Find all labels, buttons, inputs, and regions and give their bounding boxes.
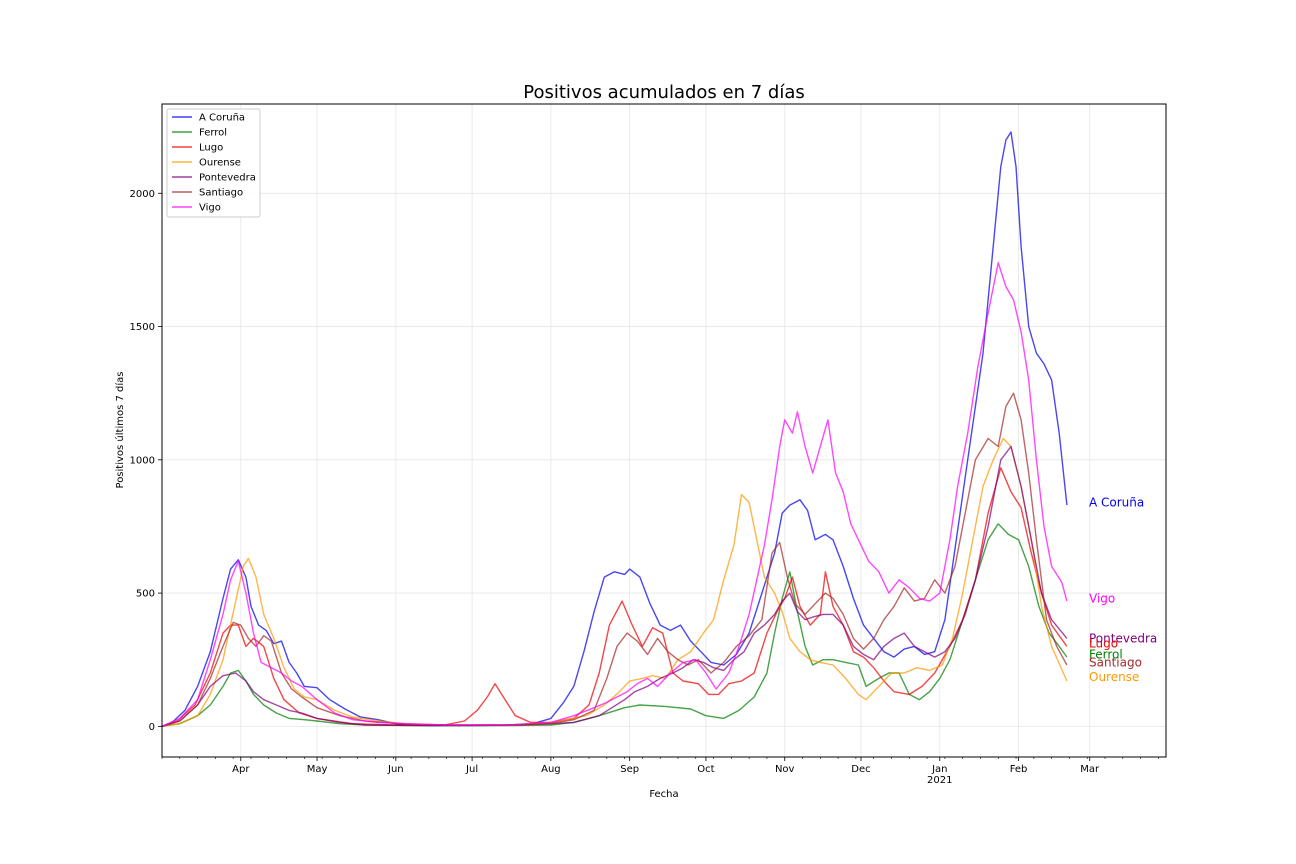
x-tick-label: Jan [931, 764, 947, 775]
legend-entry: Vigo [199, 203, 221, 214]
series-line-a-coru-a [161, 131, 1068, 727]
legend-entry: A Coruña [199, 113, 245, 124]
x-tick-label: Feb [1010, 764, 1028, 775]
x-tick-label: Oct [697, 764, 714, 775]
series-end-label: A Coruña [1089, 495, 1144, 509]
series-end-label: Ourense [1089, 670, 1139, 684]
legend-entry: Ourense [199, 158, 241, 169]
x-tick-label: Dec [851, 764, 870, 775]
x-tick-label: Nov [775, 764, 795, 775]
series-line-santiago [161, 392, 1068, 727]
y-tick-label: 1500 [130, 322, 155, 333]
series-end-label: Santiago [1089, 655, 1142, 669]
series-end-labels: A Coruña Vigo PontevedraLugoFerrolSantiago… [1089, 495, 1157, 684]
plot-frame [161, 103, 1167, 758]
y-tick-label: 0 [149, 722, 155, 733]
y-tick-label: 2000 [130, 189, 155, 200]
x-tick-label: Mar [1080, 764, 1100, 775]
series-line-vigo [161, 261, 1068, 727]
x-tick-label: Aug [541, 764, 561, 775]
y-tick-label: 500 [136, 589, 155, 600]
legend-entry: Santiago [199, 188, 243, 199]
series-line-lugo [161, 467, 1068, 727]
series-line-ourense [161, 437, 1068, 727]
legend-entry: Lugo [199, 143, 223, 154]
legend: A Coruña Ferrol Lugo Ourense Pontevedra Santi… [166, 108, 261, 218]
series-end-label: Pontevedra [1089, 631, 1157, 645]
axis-ticks: 0 500 1000 1500 2000 Apr May Jun Jul Aug Sep Oct Nov… [130, 189, 1159, 786]
legend-entry: Pontevedra [199, 173, 256, 184]
chart-title: Positivos acumulados en 7 días [523, 82, 805, 103]
y-tick-label: 1000 [130, 455, 155, 466]
x-tick-label: Sep [620, 764, 639, 775]
legend-box [166, 108, 261, 218]
series-end-label: Lugo [1089, 637, 1118, 651]
x-tick-label: May [307, 764, 328, 775]
series-lines [161, 131, 1068, 727]
grid-lines [162, 104, 1166, 757]
series-line-pontevedra [161, 445, 1068, 727]
series-end-label: Vigo [1089, 591, 1115, 605]
x-tick-label: Jun [387, 764, 404, 775]
x-tick-label: Jul [465, 764, 478, 775]
y-axis-label: Positivos últimos 7 días [114, 372, 126, 489]
series-end-label: Ferrol [1089, 647, 1123, 661]
x-tick-label: Apr [232, 764, 250, 775]
x-tick-sublabel: 2021 [927, 775, 952, 786]
x-axis-label: Fecha [649, 789, 678, 800]
legend-entry: Ferrol [199, 128, 227, 139]
